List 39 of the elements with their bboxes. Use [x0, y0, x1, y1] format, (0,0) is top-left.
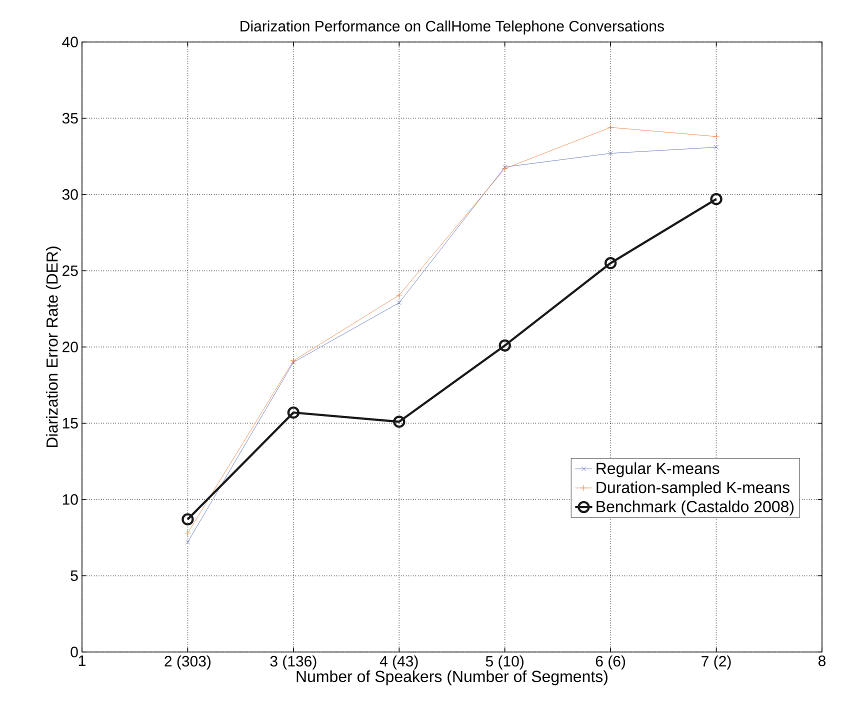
y-tick-label: 20	[62, 342, 78, 352]
legend-label: Duration-sampled K-means	[596, 481, 790, 496]
y-tick-label: 25	[62, 265, 78, 276]
point	[393, 416, 406, 428]
point	[502, 165, 508, 172]
point	[182, 513, 194, 526]
point	[184, 530, 191, 536]
point	[396, 292, 402, 298]
y-tick-label: 35	[62, 112, 78, 124]
y-tick-label: 15	[62, 418, 78, 428]
point	[608, 151, 613, 156]
point	[713, 133, 720, 140]
y-tick-label: 0	[70, 646, 78, 658]
x-tick-label: 6 (6)	[596, 656, 626, 670]
legend-label: Regular K-means	[596, 462, 720, 478]
point	[396, 300, 402, 306]
point	[498, 339, 511, 352]
point	[604, 257, 617, 270]
legend-label: Benchmark (Castaldo 2008)	[596, 500, 794, 516]
x-tick-label: 7 (2)	[702, 656, 731, 670]
x-tick-label: 5 (10)	[486, 656, 524, 670]
x-tick-label: 4 (43)	[380, 656, 418, 670]
point	[502, 164, 508, 170]
point	[710, 192, 722, 206]
x-axis-title: Number of Speakers (Number of Segments)	[296, 670, 608, 686]
point	[185, 540, 190, 545]
x-tick-label: 2 (303)	[164, 656, 211, 670]
y-tick-label: 5	[70, 570, 78, 581]
x-tick-label: 8	[818, 656, 826, 666]
y-tick-label: 10	[62, 494, 78, 505]
point	[714, 144, 719, 150]
x-tick-label: 1	[78, 656, 86, 666]
y-tick-label: 40	[62, 36, 78, 48]
y-tick-label: 30	[62, 189, 78, 200]
chart-title: Diarization Performance on CallHome Telephone Conversations	[240, 20, 664, 34]
point	[287, 406, 300, 419]
y-axis-title: Diarization Error Rate (DER)	[46, 246, 61, 448]
point	[607, 124, 614, 131]
x-tick-label: 3 (136)	[270, 656, 316, 670]
